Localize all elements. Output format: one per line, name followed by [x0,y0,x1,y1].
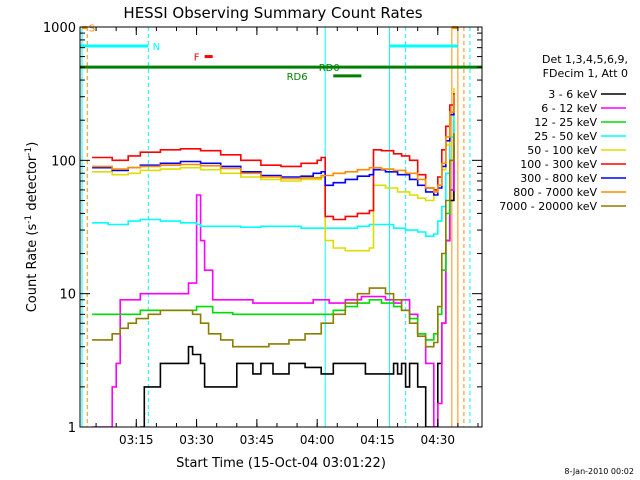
state-band-label-3: RD0 [319,63,340,74]
series-line-0 [140,145,455,427]
legend-label-6: 300 - 800 keV [520,172,597,185]
legend-label-7: 800 - 7000 keV [513,186,597,199]
y-axis-label: Count Rate (s-1 detector-1) [24,142,40,313]
x-tick-label-3: 04:00 [300,433,335,447]
y-axis-label-end: ) [25,142,40,147]
y-axis: 1 10 100 1000 [43,21,482,436]
y-axis-label-main: Count Rate (s [25,224,40,313]
legend-label-0: 3 - 6 keV [548,88,597,101]
x-tick-label-1: 03:30 [179,433,214,447]
y-axis-label-sup: -1 [24,215,34,224]
plot-area: S N F RD0 RD6 [80,24,482,427]
x-tick-label-4: 04:15 [360,433,395,447]
y-tick-label-3: 1000 [43,21,76,36]
state-band-label-2: F [194,53,200,64]
x-tick-label-2: 03:45 [240,433,275,447]
footer-timestamp: 8-Jan-2010 00:02 [564,467,634,476]
state-band-label-0: S [89,24,95,35]
plot-frame [79,26,483,428]
x-tick-label-5: 04:30 [420,433,455,447]
legend: Det 1,3,4,5,6,9, FDecim 1, Att 0 3 - 6 k… [499,53,628,213]
state-band-label-1: N [153,42,160,53]
legend-label-8: 7000 - 20000 keV [499,200,597,213]
series-line-1 [92,136,455,427]
series-line-7 [92,94,455,193]
legend-label-3: 25 - 50 keV [534,130,597,143]
series-line-6 [92,96,455,196]
legend-label-5: 100 - 300 keV [520,158,597,171]
series-line-8 [92,133,455,348]
y-tick-label-0: 1 [68,421,76,436]
x-axis-label: Start Time (15-Oct-04 03:01:22) [176,456,386,471]
legend-header-1: Det 1,3,4,5,6,9, [542,53,628,66]
chart-title: HESSI Observing Summary Count Rates [123,4,422,22]
legend-header-2: FDecim 1, Att 0 [543,67,628,80]
y-tick-label-2: 100 [51,154,76,169]
y-tick-label-1: 10 [59,288,76,303]
state-band-label-4: RD6 [287,72,308,83]
y-axis-label-mid: detector [25,155,40,215]
series-group [92,87,455,427]
legend-label-2: 12 - 25 keV [534,116,597,129]
legend-label-1: 6 - 12 keV [541,102,597,115]
y-axis-label-sup2: -1 [24,147,34,156]
x-axis: 03:15 03:30 03:45 04:00 04:15 04:30 [95,27,479,447]
legend-label-4: 50 - 100 keV [527,144,597,157]
x-tick-label-0: 03:15 [119,433,154,447]
series-line-3 [92,96,455,237]
